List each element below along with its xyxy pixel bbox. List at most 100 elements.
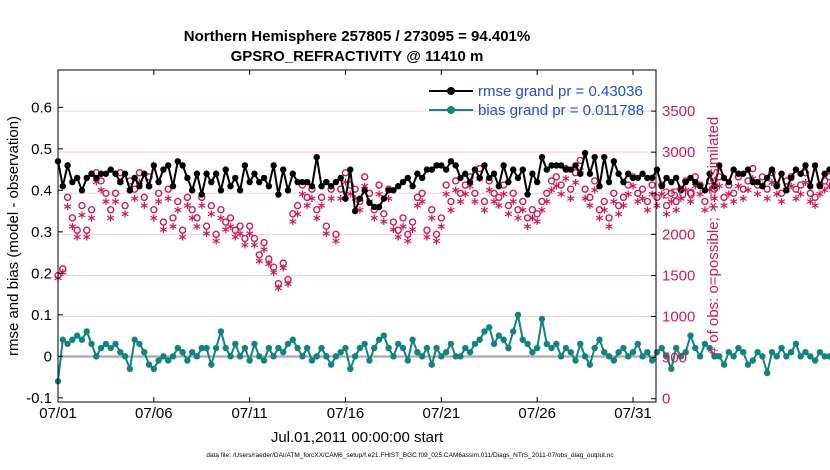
- bias-point: [821, 353, 828, 360]
- rmse-point: [337, 174, 344, 182]
- assimilated-obs-point: *: [816, 188, 824, 206]
- possible-obs-point: [231, 226, 239, 234]
- possible-obs-point: [648, 181, 656, 189]
- possible-obs-point: [797, 181, 805, 189]
- rmse-point: [481, 162, 488, 169]
- possible-obs-point: [399, 214, 407, 222]
- assimilated-obs-point: *: [466, 180, 474, 198]
- bias-point: [284, 340, 292, 348]
- rmse-point: [97, 170, 105, 177]
- assimilated-obs-point: *: [658, 188, 666, 206]
- assimilated-obs-point: *: [538, 203, 546, 221]
- rmse-point: [524, 191, 531, 198]
- bias-point: [93, 353, 100, 360]
- possible-obs-point: [547, 177, 556, 185]
- assimilated-obs-point: *: [643, 203, 651, 221]
- rmse-point: [538, 153, 546, 161]
- bias-point: [69, 336, 76, 343]
- rmse-point: [241, 162, 249, 169]
- assimilated-obs-point: *: [155, 195, 163, 213]
- bias-point: [246, 357, 253, 364]
- legend: rmse grand pr = 0.43036 bias grand pr = …: [429, 83, 644, 119]
- assimilated-obs-point: *: [97, 184, 105, 202]
- rmse-point: [208, 178, 215, 186]
- y-right-tick-label: 2000: [662, 226, 695, 243]
- possible-obs-point: [154, 189, 163, 197]
- bias-point: [323, 353, 330, 360]
- assimilated-obs-point: *: [663, 207, 671, 225]
- rmse-point: [562, 166, 570, 173]
- bias-point: [519, 336, 526, 343]
- rmse-point: [371, 203, 378, 211]
- assimilated-obs-point: *: [619, 199, 627, 217]
- footnote: data file: /Users/raeder/DAI/ATM_forcXX/…: [206, 452, 614, 459]
- rmse-point: [256, 178, 263, 186]
- bias-point: [783, 353, 790, 360]
- possible-obs-point: [404, 230, 412, 239]
- assimilated-obs-point: *: [140, 199, 148, 217]
- rmse-point: [184, 174, 191, 182]
- bias-point: [179, 349, 186, 356]
- bias-point: [366, 357, 373, 364]
- possible-obs-point: [586, 193, 594, 202]
- bias-point: [586, 361, 594, 368]
- rmse-point: [725, 178, 733, 186]
- assimilated-obs-point: *: [399, 220, 407, 238]
- bias-point: [141, 349, 148, 356]
- bias-point: [687, 332, 694, 339]
- rmse-point: [112, 170, 119, 177]
- assimilated-obs-point: *: [332, 235, 340, 253]
- assimilated-obs-point: *: [533, 215, 541, 233]
- assimilated-obs-point: *: [159, 223, 167, 241]
- y-tick-label: 0.3: [31, 224, 52, 241]
- assimilated-obs-point: *: [346, 188, 354, 206]
- possible-obs-point: [111, 189, 120, 197]
- assimilated-obs-point: *: [787, 180, 795, 198]
- assimilated-obs-point: *: [423, 230, 431, 248]
- bias-point: [529, 349, 536, 356]
- assimilated-obs-point: *: [385, 192, 393, 210]
- possible-obs-point: [222, 218, 230, 226]
- bias-point: [356, 344, 364, 352]
- rmse-point: [466, 178, 474, 186]
- bias-point: [299, 353, 306, 360]
- rmse-point: [294, 178, 301, 186]
- rmse-point: [447, 158, 455, 165]
- assimilated-obs-point: *: [83, 230, 91, 248]
- possible-obs-point: [269, 263, 278, 271]
- possible-obs-point: [188, 206, 196, 214]
- assimilated-obs-point: *: [634, 195, 642, 213]
- rmse-point: [232, 174, 239, 182]
- rmse-point: [179, 162, 186, 169]
- rmse-point: [452, 162, 459, 169]
- assimilated-obs-point: *: [169, 220, 177, 238]
- bias-point: [476, 336, 483, 343]
- possible-obs-point: [78, 201, 86, 210]
- rmse-point: [299, 178, 306, 186]
- bias-point: [337, 349, 344, 356]
- bias-point: [658, 344, 665, 352]
- bias-point: [160, 353, 167, 360]
- possible-obs-point: [638, 185, 647, 193]
- possible-obs-point: [720, 193, 728, 202]
- rmse-point: [629, 174, 637, 182]
- assimilated-obs-point: *: [567, 192, 575, 210]
- x-axis-label: Jul.01,2011 00:00:00 start: [271, 429, 444, 446]
- bias-point: [620, 344, 627, 352]
- bias-point: [543, 340, 550, 348]
- bias-point: [754, 349, 761, 356]
- bias-point: [232, 340, 239, 348]
- possible-obs-point: [73, 226, 81, 234]
- rmse-point: [131, 174, 138, 182]
- bias-point: [361, 340, 368, 348]
- bias-point: [768, 349, 776, 356]
- bias-point: [395, 340, 402, 348]
- rmse-point: [591, 153, 598, 161]
- bias-point: [198, 344, 205, 352]
- possible-obs-point: [183, 193, 192, 202]
- assimilated-obs-point: *: [270, 266, 278, 284]
- obs-count-series: *************** *************************…: [54, 156, 830, 299]
- bias-point: [184, 357, 191, 364]
- bias-point: [327, 361, 335, 368]
- possible-obs-point: [289, 210, 297, 218]
